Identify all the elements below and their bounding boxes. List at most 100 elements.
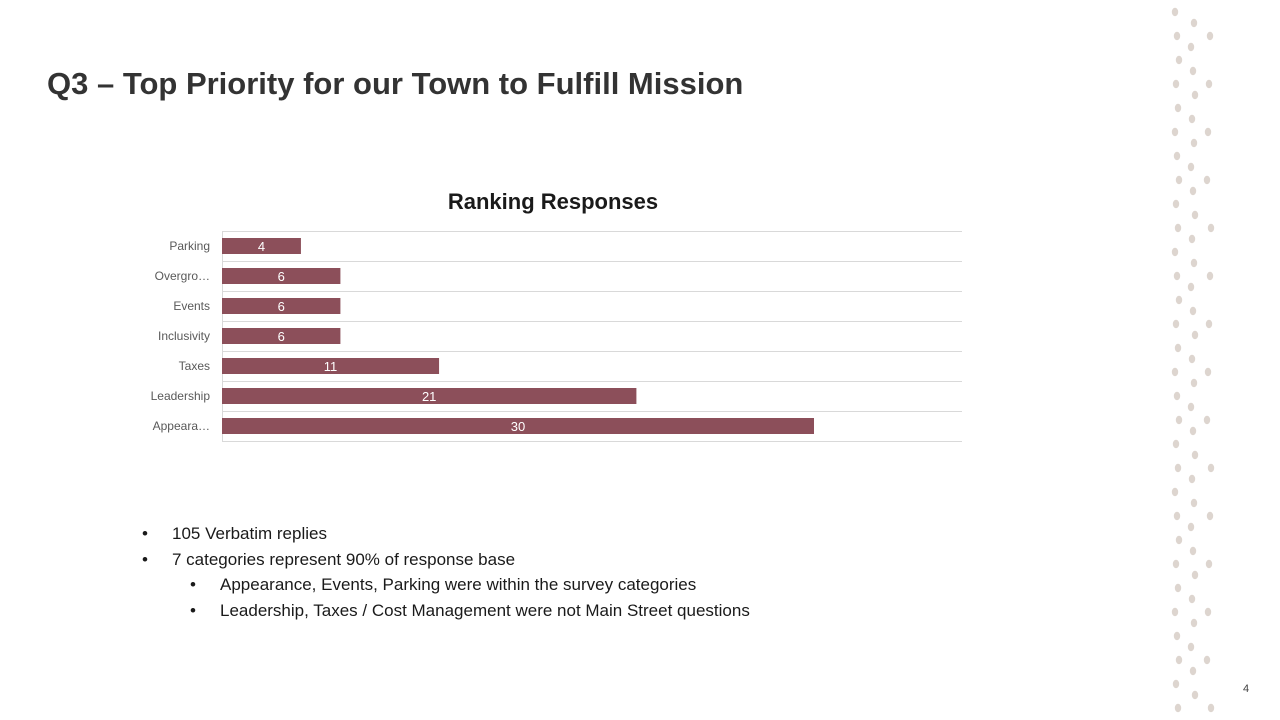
bullet-text: Leadership, Taxes / Cost Management were… [220, 600, 750, 620]
decorative-dot-pattern [1171, 7, 1215, 713]
decor-dot [1173, 151, 1181, 161]
decor-dot [1173, 511, 1181, 521]
decor-dot [1190, 138, 1198, 148]
decor-dot [1173, 31, 1181, 41]
decor-dot [1171, 7, 1179, 17]
decor-dot [1173, 271, 1181, 281]
decor-dot [1190, 258, 1198, 268]
decor-dot [1204, 127, 1212, 137]
decor-dot [1189, 666, 1197, 676]
decor-dot [1204, 607, 1212, 617]
category-label: Taxes [179, 359, 210, 373]
decor-dot [1190, 378, 1198, 388]
category-label: Events [173, 299, 210, 313]
decor-dot [1189, 306, 1197, 316]
decor-dot [1205, 559, 1213, 569]
decor-dot [1204, 367, 1212, 377]
decor-dot [1171, 487, 1179, 497]
decor-dot [1187, 402, 1195, 412]
bullet-dot: • [190, 575, 196, 594]
decor-dot [1188, 594, 1196, 604]
bullet-dot: • [190, 600, 196, 620]
decor-dot [1171, 127, 1179, 137]
decor-dot [1172, 319, 1180, 329]
decor-dot [1172, 439, 1180, 449]
decor-dot [1173, 391, 1181, 401]
decor-dot [1173, 631, 1181, 641]
data-label: 30 [511, 419, 525, 434]
decor-dot [1189, 66, 1197, 76]
bar [222, 418, 814, 434]
decor-dot [1207, 223, 1215, 233]
decor-dot [1174, 583, 1182, 593]
decor-dot [1174, 103, 1182, 113]
bar [222, 268, 341, 284]
decor-dot [1187, 162, 1195, 172]
bullet-text: Appearance, Events, Parking were within … [220, 575, 697, 594]
decor-dot [1175, 655, 1183, 665]
decor-dot [1171, 247, 1179, 257]
decor-dot [1187, 642, 1195, 652]
decor-dot [1188, 474, 1196, 484]
decor-dot [1187, 282, 1195, 292]
decor-dot [1206, 511, 1214, 521]
data-label: 11 [324, 359, 338, 374]
decor-dot [1189, 546, 1197, 556]
decor-dot [1203, 655, 1211, 665]
decor-dot [1171, 367, 1179, 377]
decor-dot [1189, 426, 1197, 436]
decor-dot [1203, 415, 1211, 425]
bullet-text: 7 categories represent 90% of response b… [172, 549, 516, 569]
chart-title: Ranking Responses [447, 189, 659, 214]
data-label: 21 [422, 389, 436, 404]
bar [222, 298, 341, 314]
decor-dot [1175, 55, 1183, 65]
category-label: Parking [169, 239, 210, 253]
decor-dot [1207, 703, 1215, 713]
decor-dot [1174, 463, 1182, 473]
decor-dot [1175, 535, 1183, 545]
category-label: Appeara… [153, 419, 210, 433]
decor-dot [1188, 234, 1196, 244]
data-label: 6 [278, 269, 285, 284]
decor-dot [1172, 679, 1180, 689]
decor-dot [1175, 295, 1183, 305]
decor-dot [1206, 31, 1214, 41]
page-number: 4 [1243, 683, 1250, 695]
ranking-bar-chart: Parking 4 Overgro… 6 Events 6 Inclusivity 6 Taxe… [151, 231, 962, 442]
decor-dot [1190, 498, 1198, 508]
bullet-text: 105 Verbatim replies [172, 524, 327, 543]
decor-dot [1187, 522, 1195, 532]
decor-dot [1191, 90, 1199, 100]
bar [222, 388, 637, 404]
decor-dot [1189, 186, 1197, 196]
decor-dot [1191, 690, 1199, 700]
decor-dot [1172, 559, 1180, 569]
bar [222, 358, 440, 374]
bar [222, 328, 341, 344]
data-label: 4 [258, 239, 265, 254]
decor-dot [1174, 703, 1182, 713]
decor-dot [1205, 79, 1213, 89]
decor-dot [1174, 223, 1182, 233]
bar [222, 238, 301, 254]
decor-dot [1187, 42, 1195, 52]
decor-dot [1175, 415, 1183, 425]
category-label: Overgro… [155, 269, 210, 283]
data-label: 6 [278, 299, 285, 314]
decor-dot [1205, 319, 1213, 329]
bullet-dot: • [142, 524, 148, 543]
decor-dot [1171, 607, 1179, 617]
decor-dot [1172, 79, 1180, 89]
category-label: Leadership [151, 389, 211, 403]
bullet-dot: • [142, 549, 148, 569]
decor-dot [1191, 450, 1199, 460]
decor-dot [1191, 330, 1199, 340]
data-label: 6 [278, 329, 285, 344]
decor-dot [1175, 175, 1183, 185]
decor-dot [1172, 199, 1180, 209]
slide-title: Q3 – Top Priority for our Town to Fulfil… [47, 66, 744, 101]
decor-dot [1207, 463, 1215, 473]
decor-dot [1188, 354, 1196, 364]
decor-dot [1174, 343, 1182, 353]
